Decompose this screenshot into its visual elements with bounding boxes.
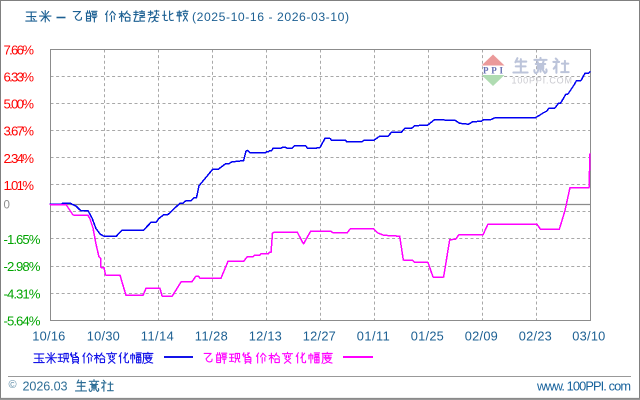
- svg-text:12/27: 12/27: [303, 329, 336, 344]
- svg-text:02/23: 02/23: [519, 329, 552, 344]
- svg-text:©: ©: [9, 379, 17, 391]
- svg-text:03/10: 03/10: [572, 329, 605, 344]
- svg-text:0: 0: [4, 200, 10, 212]
- svg-text:12/13: 12/13: [249, 329, 282, 344]
- svg-text:6.33%: 6.33%: [4, 70, 35, 85]
- svg-text:02/09: 02/09: [465, 329, 498, 344]
- svg-text:3.67%: 3.67%: [4, 124, 35, 139]
- svg-text:01/25: 01/25: [411, 329, 444, 344]
- svg-text:-5.64%: -5.64%: [4, 313, 41, 328]
- svg-text:(2025-10-16 - 2026-03-10): (2025-10-16 - 2026-03-10): [192, 10, 349, 24]
- svg-text:2026.03: 2026.03: [23, 380, 68, 394]
- svg-text:PPI: PPI: [483, 66, 503, 76]
- svg-text:-1.65%: -1.65%: [4, 232, 41, 247]
- svg-text:1.01%: 1.01%: [4, 178, 35, 193]
- svg-text:7.66%: 7.66%: [4, 42, 35, 57]
- svg-text:5.00%: 5.00%: [4, 97, 35, 112]
- svg-text:10/16: 10/16: [32, 329, 65, 344]
- svg-text:-2.98%: -2.98%: [4, 259, 41, 274]
- svg-text:100PPI.COM: 100PPI.COM: [512, 76, 573, 86]
- svg-text:11/28: 11/28: [195, 329, 228, 344]
- svg-text:10/30: 10/30: [87, 329, 120, 344]
- svg-text:2.34%: 2.34%: [4, 151, 35, 166]
- svg-text:11/14: 11/14: [141, 329, 174, 344]
- svg-text:-4.31%: -4.31%: [4, 286, 41, 301]
- svg-text:01/11: 01/11: [357, 329, 390, 344]
- svg-text:www. 100PPI. com: www. 100PPI. com: [536, 379, 631, 394]
